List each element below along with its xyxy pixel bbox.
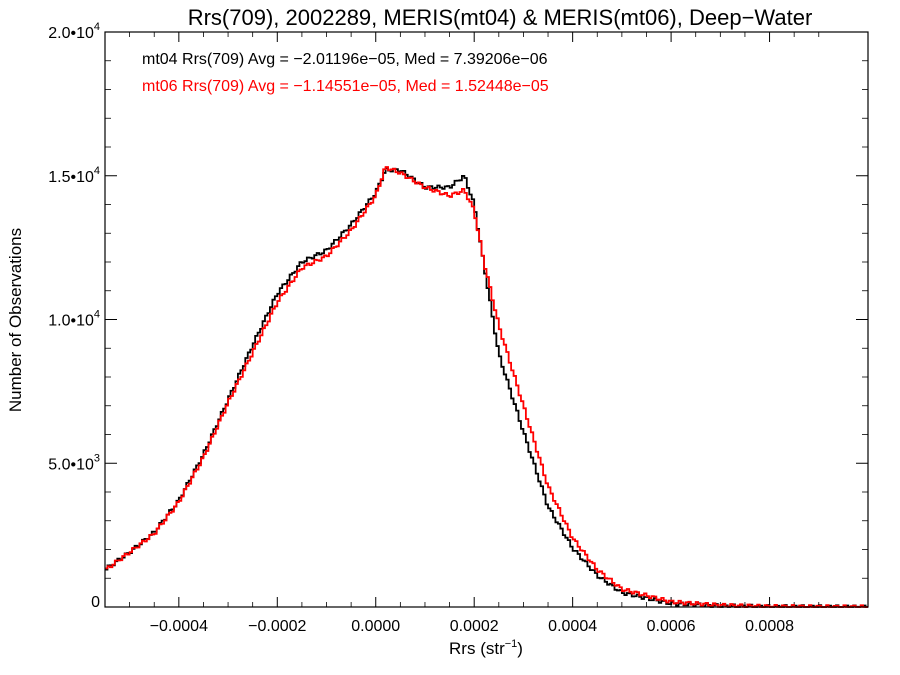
y-tick-mantissa: 2.0•10 xyxy=(48,25,94,42)
annotation-mt04: mt04 Rrs(709) Avg = −2.01196e−05, Med = … xyxy=(142,51,548,68)
x-tick-label: −0.0002 xyxy=(248,618,306,635)
y-tick-exponent: 4 xyxy=(94,21,100,33)
y-tick-mantissa: 5.0•10 xyxy=(48,456,94,473)
chart-title: Rrs(709), 2002289, MERIS(mt04) & MERIS(m… xyxy=(188,5,813,30)
x-tick-label: 0.0008 xyxy=(745,618,794,635)
plot-frame xyxy=(104,31,869,608)
y-tick-exponent: 4 xyxy=(94,309,100,321)
y-tick-label: 5.0•103 xyxy=(48,452,100,473)
y-tick-mantissa: 1.0•10 xyxy=(48,313,94,330)
series-line-mt04 xyxy=(105,167,868,608)
y-tick-label: 2.0•104 xyxy=(48,21,100,42)
x-tick-label: 0.0004 xyxy=(548,618,597,635)
x-axis-label-exponent: −1 xyxy=(505,638,518,650)
x-tick-label: 0.0002 xyxy=(450,618,499,635)
series-layer xyxy=(105,166,868,608)
annotation-mt06: mt06 Rrs(709) Avg = −1.14551e−05, Med = … xyxy=(142,78,549,95)
y-tick-exponent: 3 xyxy=(94,452,100,464)
series-line-mt06 xyxy=(105,166,868,608)
y-tick-label: 0 xyxy=(91,594,100,611)
y-tick-mantissa: 1.5•10 xyxy=(48,169,94,186)
x-axis-label-close: ) xyxy=(517,639,523,658)
y-tick-label: 1.5•104 xyxy=(48,165,100,186)
x-tick-label: 0.0000 xyxy=(351,618,400,635)
x-tick-label: 0.0006 xyxy=(647,618,696,635)
axis-ticks: −0.0004 −0.0002 0.0000 0.0002 0.0004 0.0006 0.… xyxy=(48,21,868,635)
x-tick-label: −0.0004 xyxy=(150,618,208,635)
x-axis-label: Rrs (str−1) xyxy=(449,638,523,658)
y-tick-label: 1.0•104 xyxy=(48,309,100,330)
y-tick-mantissa: 0 xyxy=(91,594,100,611)
y-axis-label: Number of Observations xyxy=(6,228,25,412)
y-tick-exponent: 4 xyxy=(94,165,100,177)
x-axis-label-main: Rrs (str xyxy=(449,639,505,658)
